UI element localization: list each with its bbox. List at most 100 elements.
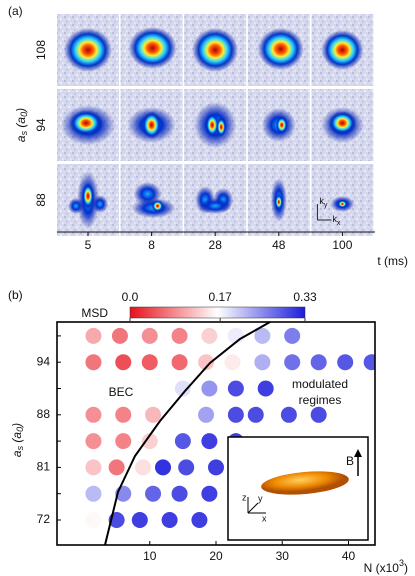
cloud [69,110,103,136]
trap-cloud [261,471,349,495]
point [85,433,102,450]
point [85,459,102,476]
y-axis-label: as (a0) [10,423,25,457]
point [85,354,102,371]
point [208,459,224,476]
phase-boundary [104,321,271,546]
point [171,354,188,371]
point [115,433,132,450]
axis-letter: y [258,493,263,503]
annotation: modulated [292,377,348,391]
y-tick-label: 88 [37,407,51,421]
coordinate-axes [247,497,266,514]
cloud [92,195,108,213]
cloud [151,200,164,212]
point [145,485,162,502]
point [178,459,195,476]
row-label: 108 [34,40,48,60]
point [201,485,218,502]
x-axis-label: N (x103) [364,558,408,575]
panel-label: (a) [8,4,23,18]
point [141,354,158,371]
cloud [274,194,283,210]
point [310,354,327,371]
x-tick-label: 30 [276,549,290,563]
x-tick-label: 10 [143,549,157,563]
cloud [64,28,112,72]
point [224,354,241,371]
cloud [321,30,364,70]
point [310,406,327,423]
point [141,433,158,450]
cloud [216,117,227,137]
point [135,459,152,476]
point [145,406,162,423]
row-label: 94 [34,118,48,132]
point [227,406,244,423]
point [337,354,354,371]
point [280,406,297,423]
point [201,433,218,450]
key-label: ky [319,196,328,208]
key-label: kx [332,214,341,226]
x-tick-label: 40 [342,549,356,563]
time-axis-label: t (ms) [377,254,408,268]
cloud [275,116,288,134]
colorbar-tick-label: 0.0 [122,290,139,304]
row-label: 88 [34,193,48,207]
axis-letter: x [262,513,267,523]
point [247,406,264,423]
panel-label: (b) [8,288,23,302]
point [284,327,301,344]
colorbar-label: MSD [81,306,108,320]
point [254,354,271,371]
point [174,433,191,450]
point [161,512,178,528]
point [191,512,208,528]
cloud [68,198,84,214]
points [85,327,375,528]
time-label: 5 [85,238,92,252]
y-tick-label: 94 [37,354,51,368]
cloud [82,183,94,209]
point [201,327,218,344]
point [363,354,375,371]
key-letter: k [319,196,324,206]
point [85,406,102,423]
point [85,512,102,528]
point [115,354,132,371]
cloud [128,27,177,69]
point [254,327,271,344]
cloud [192,28,239,72]
point [85,327,102,344]
point [174,380,191,397]
time-label: 8 [148,238,155,252]
inset: B z y x [227,436,369,541]
colorbar [129,306,306,319]
point [198,406,215,423]
key-letter: k [332,214,337,224]
annotation: BEC [109,385,134,399]
axis-letter: z [242,492,247,502]
colorbar-tick-label: 0.17 [208,290,232,304]
point [85,485,102,502]
point [198,354,215,371]
point [227,380,244,397]
key-axes [316,204,332,221]
cloud [205,113,220,137]
cloud [328,111,357,135]
colorbar-tick-label: 0.33 [293,290,317,304]
time-label: 100 [332,238,352,252]
cloud [337,200,348,208]
point [111,327,128,344]
point [171,327,188,344]
cloud [199,198,232,214]
y-tick-label: 72 [37,512,51,526]
point [108,459,125,476]
point [201,380,218,397]
time-label: 28 [209,238,223,252]
cloud [141,111,162,139]
y-axis-label: as (a0) [14,108,29,142]
